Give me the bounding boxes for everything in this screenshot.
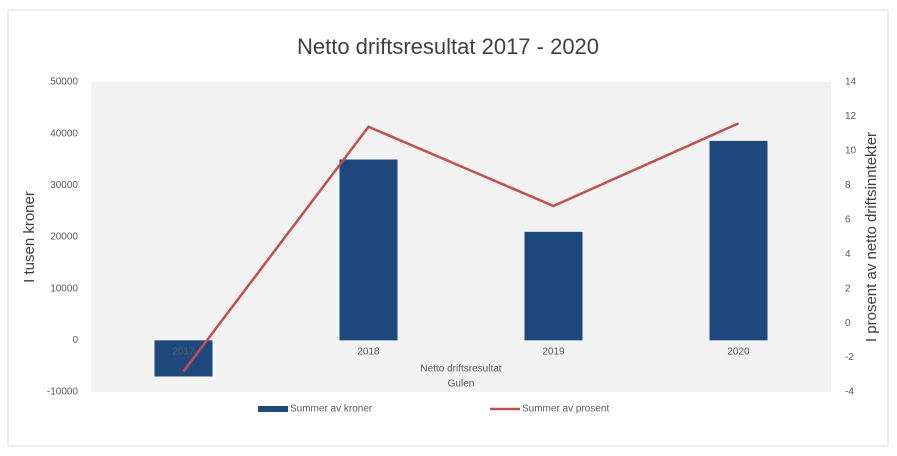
x-tick-label: 2017 [172,347,195,358]
bar [339,159,398,341]
bar [524,231,583,341]
y-tick-label: 50000 [50,77,78,88]
axis-field-label: Gulen [448,379,475,390]
y2-tick-label: 0 [845,318,851,329]
y2-tick-label: 6 [845,214,851,225]
y2-tick-label: 2 [845,283,851,294]
x-tick-label: 2020 [727,347,750,358]
line [182,122,740,373]
chart-title: Netto driftsresultat 2017 - 2020 [297,34,599,59]
bar [709,140,768,341]
y2-axis-title: I prosent av netto driftsinntekter [863,132,880,342]
y2-tick-label: -2 [845,352,854,363]
y-tick-label: 10000 [50,283,78,294]
y2-tick-label: -4 [845,387,854,398]
legend-label: Summer av prosent [522,404,609,415]
axis-field-label: Netto driftsresultat [420,364,501,375]
y-axis-title: I tusen kroner [21,191,38,283]
legend-label: Summer av kroner [290,404,373,415]
y2-tick-label: 4 [845,249,851,260]
y2-tick-label: 12 [845,111,857,122]
legend-swatch [258,406,288,412]
y-tick-label: 40000 [50,128,78,139]
plot-area [91,82,831,392]
y2-tick-label: 14 [845,77,857,88]
y2-tick-label: 8 [845,180,851,191]
y-tick-label: -10000 [47,387,79,398]
y-tick-label: 20000 [50,232,78,243]
y-tick-label: 30000 [50,180,78,191]
x-tick-label: 2019 [542,347,565,358]
x-tick-label: 2018 [357,347,380,358]
y-tick-label: 0 [72,335,78,346]
y2-tick-label: 10 [845,146,857,157]
